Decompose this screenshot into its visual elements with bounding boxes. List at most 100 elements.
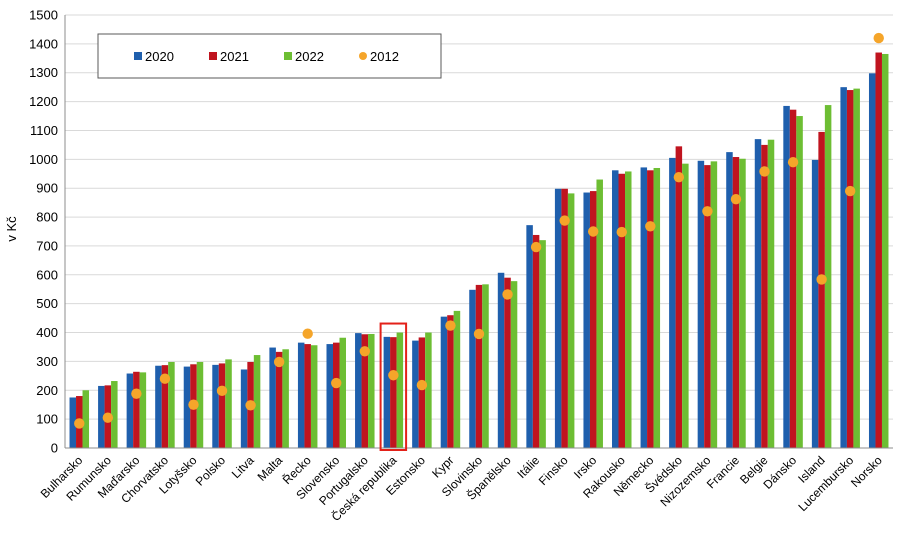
bar-2020-lucembursko [840,87,847,449]
bar-series [69,52,889,449]
marker-2012-dansko [787,157,799,168]
legend-swatch [134,52,142,60]
y-tick-label: 1000 [29,152,58,167]
y-tick-label: 1300 [29,65,58,80]
x-tick-label: Litva [229,453,257,481]
bar-2022-polsko [225,359,232,448]
marker-2012-lotyssko [188,399,199,410]
y-tick-label: 1100 [30,123,58,138]
bar-2021-island [818,131,825,448]
legend-swatch [209,52,217,60]
bar-2022-irsko [596,179,603,449]
marker-2012-svedsko [673,172,685,183]
bar-2021-irsko [589,191,597,448]
bar-2020-spanelsko [497,272,505,448]
bar-2020-rumunsko [98,385,105,448]
marker-2012-finsko [559,215,570,226]
bar-2020-svedsko [669,157,676,448]
bar-2021-slovensko [332,342,340,448]
bar-2022-malta [282,349,289,448]
bar-2022-chorvatsko [168,361,175,448]
marker-2012-malta [273,356,285,368]
x-tick-label: Polsko [193,453,229,489]
bar-2020-polsko [212,364,219,448]
marker-2012-recko [302,328,313,339]
bar-2020-bulharsko [69,397,77,448]
bar-2020-estonsko [412,340,419,448]
highlight-box [379,322,408,451]
bar-2020-madarsko [126,373,134,448]
bar-2022-rumunsko [111,381,118,448]
bar-2022-estonsko [425,332,432,448]
axes [64,15,893,449]
bar-2021-lucembursko [846,90,854,448]
bar-2022-recko [310,345,318,448]
bar-2021-francie [732,157,740,449]
bar-2020-rakousko [612,170,619,448]
marker-2012-litva [245,400,256,411]
bar-2020-slovinsko [469,289,476,448]
y-tick-label: 500 [36,296,58,311]
legend-swatch [284,52,292,60]
y-tick-label: 800 [36,210,58,225]
bar-2021-nizozemsko [704,165,711,448]
marker-2012-francie [730,193,742,205]
y-tick-label: 1200 [29,94,58,109]
bar-2021-kypr [447,315,454,448]
bar-2021-spanelsko [504,277,511,448]
marker-2012-nemecko [645,221,656,232]
bar-2022-francie [739,158,746,449]
y-tick-label: 1500 [29,8,58,23]
marker-2012-irsko [588,226,599,237]
marker-2012-kypr [445,320,456,331]
bar-2022-island [824,105,832,449]
marker-2012-norsko [873,32,884,44]
bar-2020-finsko [554,188,562,448]
bar-2021-estonsko [418,337,426,448]
marker-2012-island [816,274,827,285]
marker-2012-portugalsko [359,346,370,357]
bar-2022-spanelsko [510,281,518,448]
bar-2020-nemecko [640,167,648,448]
bar-2022-lotyssko [196,361,204,448]
bar-2022-madarsko [139,372,147,448]
bar-2021-italie [532,234,540,448]
legend-label: 2022 [295,49,324,64]
bar-2021-madarsko [133,371,140,448]
bar-2022-finsko [567,193,575,448]
y-tick-label: 1400 [29,36,58,51]
x-tick-label: Norsko [848,453,885,490]
marker-2012-lucembursko [844,185,856,197]
bar-2021-slovinsko [475,284,483,448]
y-tick-label: 700 [36,238,58,253]
bar-2022-rakousko [625,171,632,448]
highlight-box-layer [379,322,408,451]
bar-2020-kypr [440,316,448,448]
bar-2022-norsko [881,53,889,448]
bar-2022-slovensko [339,337,346,448]
y-tick-label: 300 [36,354,58,369]
legend-label: 2012 [370,49,399,64]
y-tick-label: 100 [36,412,58,427]
bar-2021-finsko [561,188,568,448]
bar-2021-ceska-republika [390,337,397,448]
bar-2020-litva [240,369,248,448]
bar-2021-malta [275,351,283,448]
marker-2012-bulharsko [74,418,85,429]
legend-box [97,33,442,79]
bar-2021-polsko [218,363,226,448]
bar-2022-slovinsko [482,284,489,448]
bar-2020-island [811,159,819,449]
bar-2020-belgie [754,139,762,449]
bar-2022-litva [253,355,261,448]
bar-2020-irsko [583,192,590,448]
marker-2012-spanelsko [502,289,513,300]
y-tick-label: 600 [36,267,58,282]
bar-2022-belgie [767,139,775,449]
bar-2022-italie [539,240,546,448]
bar-2020-francie [726,152,733,448]
marker-2012-slovensko [331,377,342,389]
y-tick-label: 400 [36,325,58,340]
y-tick-label: 200 [36,383,58,398]
